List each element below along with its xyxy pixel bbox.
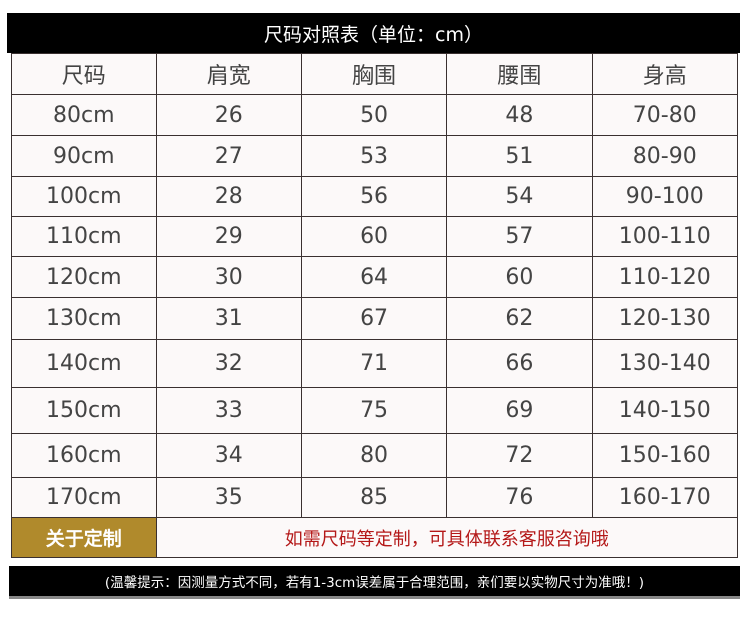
- table-cell: 48: [446, 94, 593, 136]
- table-cell: 31: [155, 297, 302, 340]
- table-cell: 85: [300, 477, 448, 518]
- table-cell: 26: [155, 94, 302, 136]
- table-cell: 67: [300, 297, 448, 340]
- table-row: 80cm 26 50 48 70-80: [11, 94, 739, 136]
- custom-label: 关于定制: [11, 517, 157, 558]
- table-cell: 34: [155, 433, 302, 478]
- table-cell: 69: [446, 387, 593, 434]
- table-cell: 50: [300, 94, 448, 136]
- table-cell: 150cm: [11, 387, 157, 434]
- table-cell: 29: [155, 216, 302, 257]
- table-row: 150cm 33 75 69 140-150: [11, 387, 739, 434]
- header-cell: 胸围: [300, 53, 448, 95]
- table-cell: 51: [446, 135, 593, 177]
- table-cell: 75: [300, 387, 448, 434]
- table-cell: 28: [155, 176, 302, 217]
- table-cell: 76: [446, 477, 593, 518]
- table-cell: 90-100: [591, 176, 739, 217]
- header-cell: 腰围: [446, 53, 593, 95]
- table-cell: 130-140: [591, 339, 739, 388]
- table-cell: 170cm: [11, 477, 157, 518]
- table-cell: 60: [446, 256, 593, 298]
- table-cell: 30: [155, 256, 302, 298]
- header-cell: 肩宽: [155, 53, 302, 95]
- table-cell: 71: [300, 339, 448, 388]
- table-title: 尺码对照表（单位：cm）: [7, 13, 740, 53]
- table-row: 140cm 32 71 66 130-140: [11, 339, 739, 388]
- header-cell: 尺码: [11, 53, 157, 95]
- table-row: 130cm 31 67 62 120-130: [11, 297, 739, 340]
- table-cell: 33: [155, 387, 302, 434]
- table-cell: 100-110: [591, 216, 739, 257]
- table-cell: 72: [446, 433, 593, 478]
- table-cell: 140-150: [591, 387, 739, 434]
- header-row: 尺码 肩宽 胸围 腰围 身高: [11, 53, 739, 95]
- table-cell: 54: [446, 176, 593, 217]
- header-cell: 身高: [591, 53, 739, 95]
- table-row: 90cm 27 53 51 80-90: [11, 135, 739, 177]
- table-cell: 160-170: [591, 477, 739, 518]
- table-cell: 57: [446, 216, 593, 257]
- table-row: 120cm 30 64 60 110-120: [11, 256, 739, 298]
- table-cell: 150-160: [591, 433, 739, 478]
- table-cell: 110-120: [591, 256, 739, 298]
- table-cell: 60: [300, 216, 448, 257]
- custom-row: 关于定制 如需尺码等定制，可具体联系客服咨询哦: [11, 517, 739, 558]
- table-cell: 70-80: [591, 94, 739, 136]
- table-cell: 32: [155, 339, 302, 388]
- table-cell: 27: [155, 135, 302, 177]
- table-cell: 80cm: [11, 94, 157, 136]
- table-cell: 120cm: [11, 256, 157, 298]
- table-cell: 66: [446, 339, 593, 388]
- table-cell: 64: [300, 256, 448, 298]
- size-chart-table: 尺码 肩宽 胸围 腰围 身高 80cm 26 50 48 70-80 90cm 27 53 51…: [11, 53, 739, 558]
- table-cell: 140cm: [11, 339, 157, 388]
- table-cell: 35: [155, 477, 302, 518]
- table-cell: 53: [300, 135, 448, 177]
- table-cell: 62: [446, 297, 593, 340]
- footer-note: (温馨提示：因测量方式不同，若有1-3cm误差属于合理范围，亲们要以实物尺寸为准…: [9, 566, 740, 599]
- custom-text: 如需尺码等定制，可具体联系客服咨询哦: [155, 517, 739, 558]
- table-row: 110cm 29 60 57 100-110: [11, 216, 739, 257]
- table-cell: 110cm: [11, 216, 157, 257]
- table-row: 100cm 28 56 54 90-100: [11, 176, 739, 217]
- table-cell: 80-90: [591, 135, 739, 177]
- table-row: 170cm 35 85 76 160-170: [11, 477, 739, 518]
- table-cell: 56: [300, 176, 448, 217]
- table-cell: 100cm: [11, 176, 157, 217]
- table-cell: 90cm: [11, 135, 157, 177]
- table-row: 160cm 34 80 72 150-160: [11, 433, 739, 478]
- table-cell: 120-130: [591, 297, 739, 340]
- table-cell: 160cm: [11, 433, 157, 478]
- table-cell: 80: [300, 433, 448, 478]
- table-cell: 130cm: [11, 297, 157, 340]
